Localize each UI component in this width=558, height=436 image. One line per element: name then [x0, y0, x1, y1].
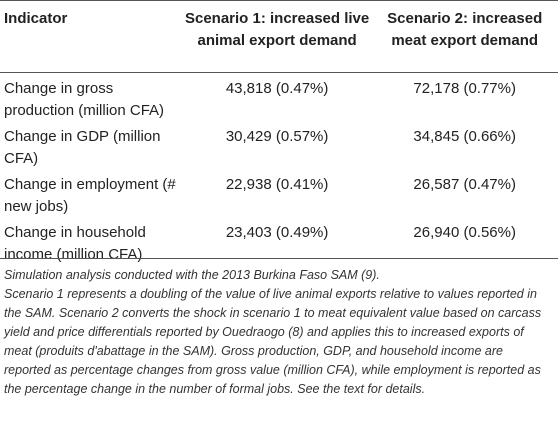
row-scenario-1: 22,938 (0.41%)	[225, 176, 329, 193]
table-note-description: Scenario 1 represents a doubling of the …	[4, 287, 542, 396]
header-indicator: Indicator	[4, 10, 68, 27]
row-indicator: Change in GDP (million CFA)	[4, 128, 161, 167]
header-rule	[0, 72, 558, 73]
table-row: Change in employment (# new jobs) 22,938…	[0, 170, 558, 218]
header-row: Indicator Scenario 1: increased live ani…	[0, 0, 558, 72]
row-scenario-1: 30,429 (0.57%)	[225, 128, 329, 145]
row-indicator: Change in employment (# new jobs)	[4, 176, 176, 215]
row-scenario-2: 26,587 (0.47%)	[413, 176, 516, 193]
row-scenario-2: 34,845 (0.66%)	[413, 128, 516, 145]
row-scenario-1: 23,403 (0.49%)	[225, 224, 329, 241]
header-scenario-2: Scenario 2: increased meat export demand	[387, 10, 543, 49]
results-table: Indicator Scenario 1: increased live ani…	[0, 0, 558, 263]
row-scenario-2: 72,178 (0.77%)	[413, 80, 516, 97]
bottom-rule	[0, 258, 558, 259]
top-rule	[0, 0, 558, 1]
row-scenario-1: 43,818 (0.47%)	[225, 80, 329, 97]
table-row: Change in gross production (million CFA)…	[0, 72, 558, 122]
table-row: Change in GDP (million CFA) 30,429 (0.57…	[0, 122, 558, 170]
table-note-source: Simulation analysis conducted with the 2…	[4, 268, 380, 282]
row-indicator: Change in gross production (million CFA)	[4, 80, 165, 119]
header-scenario-1: Scenario 1: increased live animal export…	[184, 10, 370, 49]
row-scenario-2: 26,940 (0.56%)	[413, 224, 516, 241]
